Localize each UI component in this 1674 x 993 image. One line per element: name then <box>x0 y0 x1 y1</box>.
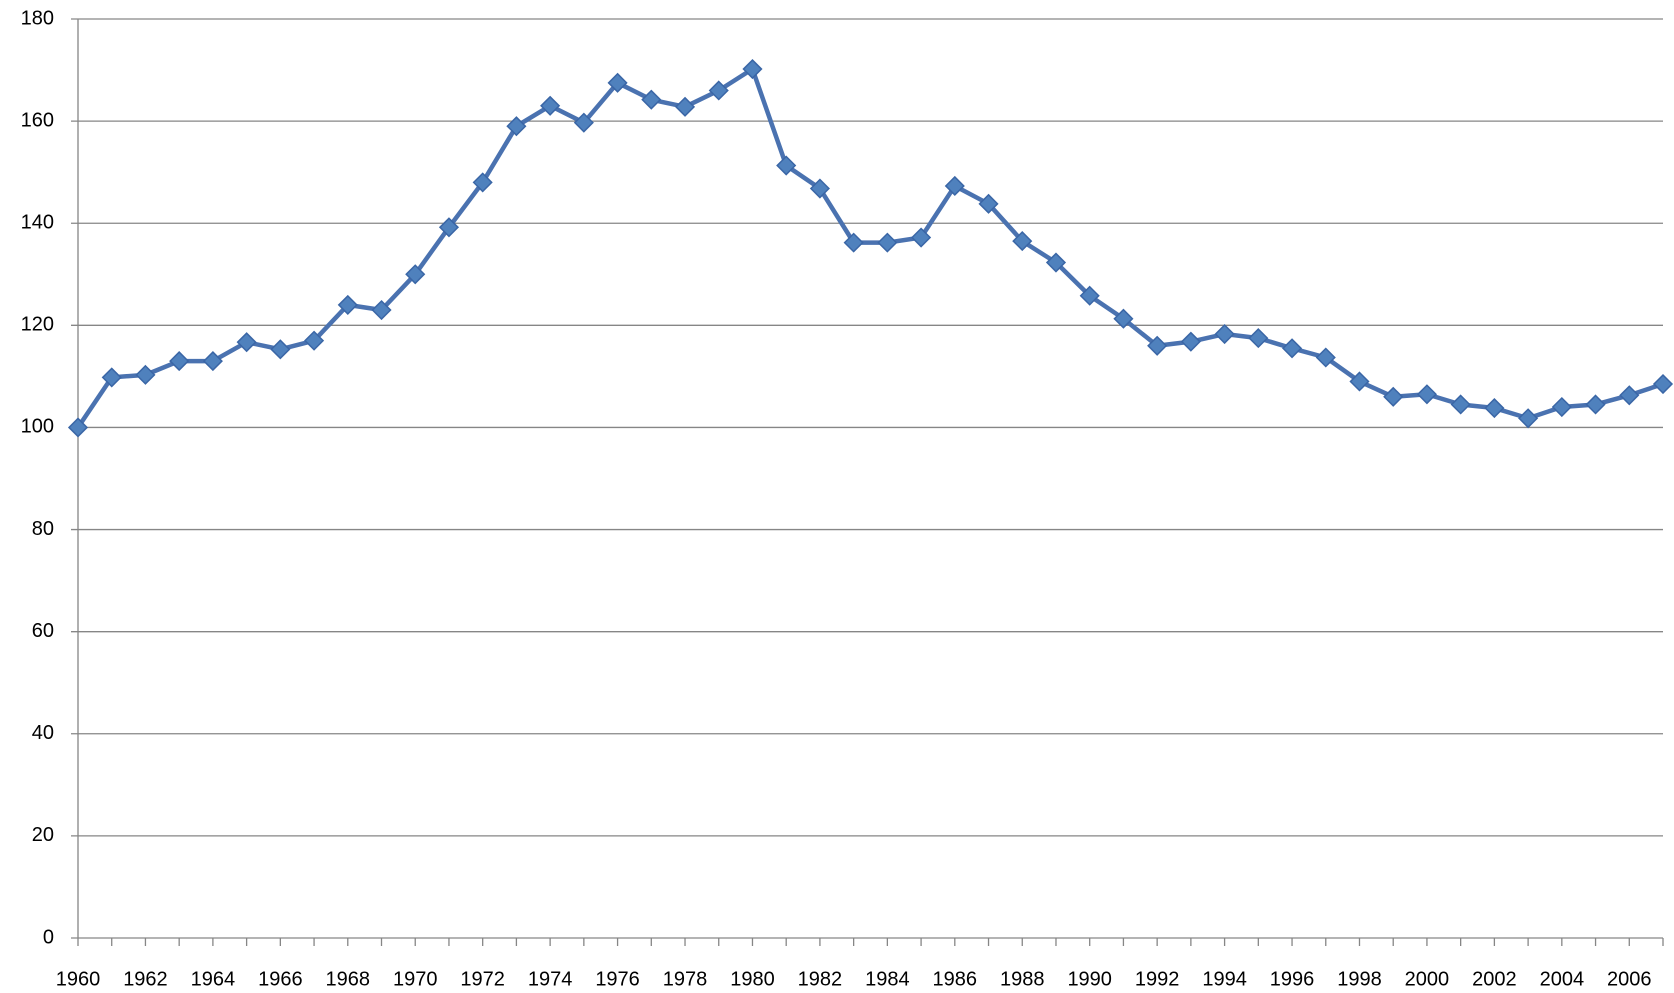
data-line <box>76 66 1664 429</box>
x-tick-label: 1992 <box>1135 968 1180 990</box>
data-point <box>438 217 460 238</box>
data-point <box>1585 394 1606 415</box>
data-point <box>202 351 223 372</box>
data-point <box>1012 231 1033 252</box>
y-tick-label: 0 <box>43 926 54 948</box>
data-point <box>978 193 999 214</box>
data-point <box>135 364 156 385</box>
data-point <box>573 112 594 133</box>
data-point <box>506 116 527 137</box>
data-point <box>843 232 864 253</box>
data-point <box>236 332 257 353</box>
x-tick-label: 1980 <box>730 968 775 990</box>
data-point <box>1180 331 1201 352</box>
data-point <box>1518 408 1539 429</box>
data-point <box>607 72 628 93</box>
data-point <box>371 299 392 321</box>
data-point <box>1619 385 1640 406</box>
data-point <box>1113 308 1134 329</box>
y-tick-label: 80 <box>32 518 54 540</box>
data-point <box>1079 285 1100 306</box>
data-point <box>877 232 898 253</box>
data-point <box>776 155 797 176</box>
y-tick-label: 40 <box>32 722 54 744</box>
y-tick-label: 100 <box>21 416 54 438</box>
y-tick-label: 160 <box>21 109 54 131</box>
data-point <box>472 172 493 193</box>
y-tick-label: 60 <box>32 620 54 642</box>
data-point <box>101 367 122 388</box>
data-point <box>405 264 426 285</box>
data-point <box>1214 323 1235 345</box>
data-point <box>1652 373 1674 395</box>
x-tick-label: 1994 <box>1202 968 1247 990</box>
data-point <box>742 58 763 80</box>
x-tick-label: 2006 <box>1607 968 1652 990</box>
data-point <box>1551 396 1572 418</box>
data-point <box>641 89 662 110</box>
y-tick-label: 180 <box>21 7 54 29</box>
data-point <box>1281 338 1303 359</box>
data-point <box>270 339 291 360</box>
data-point <box>1484 397 1505 419</box>
data-point <box>809 178 830 199</box>
x-tick-label: 1996 <box>1270 968 1315 990</box>
x-tick-label: 1966 <box>258 968 303 990</box>
data-point <box>1450 394 1471 415</box>
x-tick-label: 1972 <box>460 968 505 990</box>
data-point <box>1383 386 1404 407</box>
y-tick-label: 20 <box>32 824 54 846</box>
data-point <box>944 175 965 197</box>
data-point <box>708 80 729 101</box>
x-tick-label: 1982 <box>798 968 843 990</box>
x-tick-label: 1964 <box>191 968 236 990</box>
data-point <box>1248 328 1269 349</box>
x-tick-label: 1986 <box>933 968 978 990</box>
y-tick-label: 140 <box>21 212 54 234</box>
x-tick-label: 1978 <box>663 968 708 990</box>
data-point <box>674 96 696 117</box>
x-tick-label: 1984 <box>865 968 910 990</box>
data-point <box>1147 335 1168 356</box>
x-tick-label: 1970 <box>393 968 438 990</box>
data-point <box>911 227 932 248</box>
data-point <box>67 417 89 438</box>
data-point <box>304 330 325 351</box>
x-tick-label: 1960 <box>56 968 101 990</box>
x-tick-label: 1976 <box>595 968 640 990</box>
x-tick-label: 1988 <box>1000 968 1045 990</box>
x-tick-label: 2004 <box>1540 968 1585 990</box>
x-tick-label: 1968 <box>326 968 371 990</box>
data-point <box>337 294 358 315</box>
data-point <box>169 351 190 372</box>
data-point <box>1349 371 1370 392</box>
data-point <box>1045 252 1067 273</box>
data-point <box>1315 347 1336 368</box>
x-tick-label: 1962 <box>123 968 168 990</box>
y-tick-label: 120 <box>21 314 54 336</box>
data-point <box>1416 384 1438 405</box>
x-tick-label: 1998 <box>1337 968 1382 990</box>
x-tick-label: 2002 <box>1472 968 1517 990</box>
data-point <box>540 95 561 116</box>
x-tick-label: 1974 <box>528 968 573 990</box>
x-tick-label: 2000 <box>1405 968 1450 990</box>
x-tick-label: 1990 <box>1067 968 1112 990</box>
